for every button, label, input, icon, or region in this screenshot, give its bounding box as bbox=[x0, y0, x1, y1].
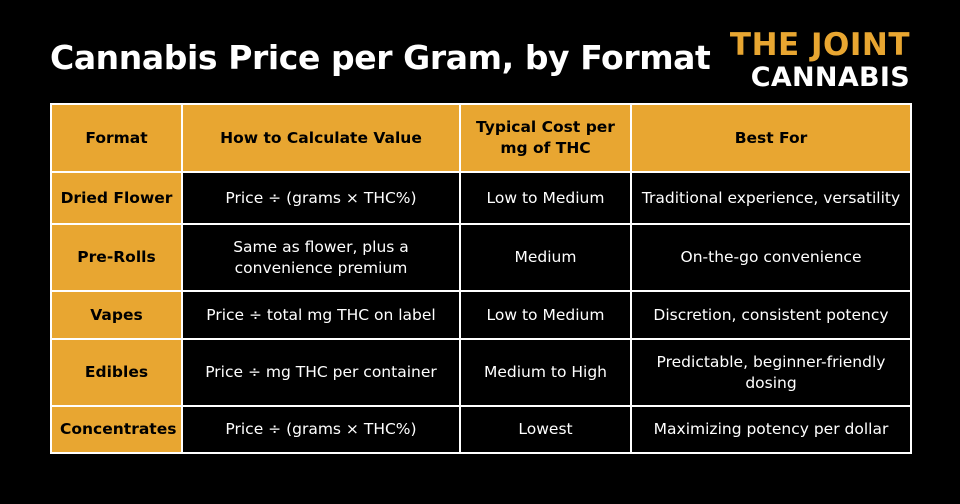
table-row: Dried Flower Price ÷ (grams × THC%) Low … bbox=[50, 171, 912, 225]
table-header-row: Format How to Calculate Value Typical Co… bbox=[50, 103, 912, 173]
table-row: Vapes Price ÷ total mg THC on label Low … bbox=[50, 290, 912, 340]
header-calculation: How to Calculate Value bbox=[181, 103, 461, 173]
page-title: Cannabis Price per Gram, by Format bbox=[50, 38, 711, 77]
row-calculation: Price ÷ total mg THC on label bbox=[181, 290, 461, 340]
row-cost: Medium bbox=[459, 223, 632, 292]
row-format: Pre-Rolls bbox=[50, 223, 183, 292]
logo-line-2: CANNABIS bbox=[750, 62, 910, 93]
row-calculation: Price ÷ (grams × THC%) bbox=[181, 171, 461, 225]
row-calculation: Price ÷ (grams × THC%) bbox=[181, 405, 461, 454]
row-cost: Low to Medium bbox=[459, 171, 632, 225]
price-table: Format How to Calculate Value Typical Co… bbox=[50, 103, 912, 454]
header-format: Format bbox=[50, 103, 183, 173]
header-best-for: Best For bbox=[630, 103, 912, 173]
row-best-for: Traditional experience, versatility bbox=[630, 171, 912, 225]
row-best-for: On-the-go convenience bbox=[630, 223, 912, 292]
row-calculation: Same as flower, plus a convenience premi… bbox=[181, 223, 461, 292]
row-best-for: Discretion, consistent potency bbox=[630, 290, 912, 340]
table-row: Pre-Rolls Same as flower, plus a conveni… bbox=[50, 223, 912, 292]
row-format: Edibles bbox=[50, 338, 183, 407]
row-best-for: Maximizing potency per dollar bbox=[630, 405, 912, 454]
row-cost: Lowest bbox=[459, 405, 632, 454]
header-cost: Typical Cost per mg of THC bbox=[459, 103, 632, 173]
row-format: Concentrates bbox=[50, 405, 183, 454]
row-calculation: Price ÷ mg THC per container bbox=[181, 338, 461, 407]
row-cost: Medium to High bbox=[459, 338, 632, 407]
row-cost: Low to Medium bbox=[459, 290, 632, 340]
logo-line-1: THE JOINT bbox=[729, 27, 910, 63]
row-format: Vapes bbox=[50, 290, 183, 340]
row-format: Dried Flower bbox=[50, 171, 183, 225]
table-row: Concentrates Price ÷ (grams × THC%) Lowe… bbox=[50, 405, 912, 454]
row-best-for: Predictable, beginner-friendly dosing bbox=[630, 338, 912, 407]
table-row: Edibles Price ÷ mg THC per container Med… bbox=[50, 338, 912, 407]
brand-logo: THE JOINT CANNABIS bbox=[729, 27, 910, 93]
